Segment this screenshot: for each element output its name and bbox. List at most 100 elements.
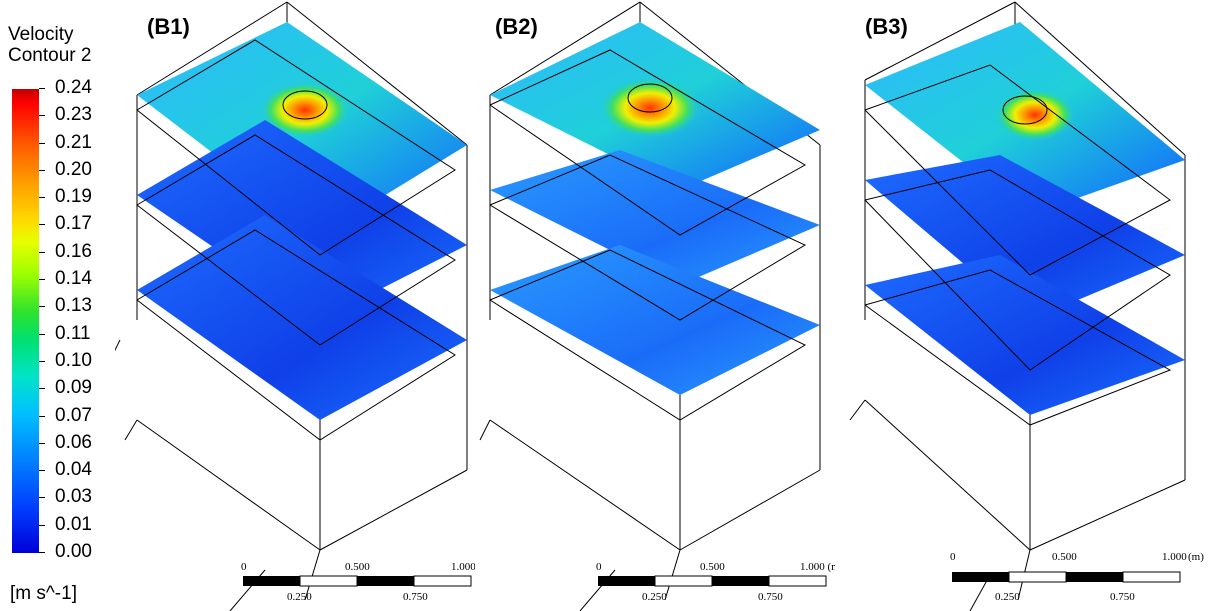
frame-edge	[304, 549, 321, 601]
panel-label-b2: (B2)	[495, 14, 538, 39]
frame-edge	[664, 549, 681, 601]
panel-b2-diagram: 0 0.500 1.000 (m 0.250 0.750	[479, 1, 835, 611]
scale-tick-500: 0.500	[700, 561, 725, 573]
outline-frame	[864, 269, 1172, 426]
legend-tick-label: 0.01	[55, 513, 92, 535]
legend-tick-label: 0.00	[55, 541, 92, 562]
frame-edge	[864, 1, 1016, 81]
legend-tick-mark	[39, 88, 45, 89]
scale-tick-0: 0	[950, 551, 956, 563]
frame-edge	[136, 1, 288, 96]
legend-tick-mark	[39, 224, 45, 226]
legend-tick-mark	[39, 251, 45, 253]
outline-frame	[864, 64, 1171, 276]
color-scale-bar	[12, 89, 39, 553]
outline-frame	[136, 229, 456, 441]
scale-tick-250: 0.250	[642, 591, 667, 603]
inlet-circle	[282, 90, 328, 120]
legend-tick-label: 0.07	[55, 404, 92, 426]
frame-edge	[849, 399, 866, 421]
legend-tick-mark	[39, 415, 45, 417]
slice-middle	[137, 120, 467, 320]
hotspot	[995, 89, 1075, 141]
scale-tick-250: 0.250	[995, 591, 1020, 603]
scale-tick-0: 0	[596, 561, 602, 573]
legend-tick-mark	[39, 388, 45, 390]
inlet-circle	[627, 83, 673, 113]
legend-tick-label: 0.17	[55, 213, 92, 235]
frame-edge	[319, 469, 468, 551]
scale-bar-b1: 0 0.500 1.000 0.250 0.750	[241, 561, 475, 603]
slice-middle	[865, 155, 1185, 320]
legend-tick-mark	[39, 306, 45, 308]
legend-tick-label: 0.23	[55, 104, 92, 126]
legend-title-line2: Contour 2	[8, 45, 92, 66]
panel-b1-diagram: 0 0.500 1.000 0.250 0.750	[115, 1, 475, 611]
panel-label-b3: (B3)	[865, 14, 908, 39]
outline-frame	[489, 249, 807, 421]
frame-edge	[1029, 479, 1186, 551]
legend-unit: [m s^-1]	[10, 583, 77, 604]
frame-edge	[136, 419, 321, 551]
legend-tick-label: 0.21	[55, 131, 92, 153]
scale-tick-1000: 1.000	[451, 561, 475, 573]
legend-tick-mark	[39, 115, 45, 117]
scale-tick-750: 0.750	[758, 591, 783, 603]
legend-tick-mark	[39, 279, 45, 281]
hotspot	[600, 78, 700, 138]
hotspot	[260, 82, 350, 138]
frame-edge	[124, 419, 138, 441]
panel-label-b1: (B1)	[147, 14, 190, 39]
frame-edge	[1014, 1, 1186, 156]
outline-frame	[864, 169, 1171, 371]
legend-tick-mark	[39, 197, 45, 199]
legend-tick-label: 0.16	[55, 240, 92, 262]
legend-tick-label: 0.19	[55, 186, 92, 208]
legend-tick-label: 0.10	[55, 349, 92, 371]
legend-tick-label: 0.06	[55, 431, 92, 453]
legend-title: Velocity Contour 2	[8, 24, 91, 66]
legend-tick-label: 0.14	[55, 268, 92, 290]
scale-tick-1000: 1.000	[1162, 551, 1187, 563]
legend-tick-label: 0.11	[55, 322, 91, 344]
frame-edge	[679, 469, 821, 551]
scale-tick-250: 0.250	[287, 591, 312, 603]
scale-bar-b3: 0 0.500 1.000 (m) 0.250 0.750	[950, 551, 1204, 603]
scale-bar-b2: 0 0.500 1.000 (m 0.250 0.750	[596, 561, 835, 603]
legend-tick-label: 0.13	[55, 295, 92, 317]
outline-frame	[489, 49, 807, 236]
legend-tick-mark	[39, 552, 45, 553]
frame-edge	[286, 1, 468, 146]
legend-tick-label: 0.20	[55, 158, 92, 180]
panel-b3-diagram: 0 0.500 1.000 (m) 0.250 0.750	[849, 1, 1204, 611]
legend-tick-mark	[39, 524, 45, 526]
scale-tick-750: 0.750	[403, 591, 428, 603]
slice-bottom	[490, 245, 820, 395]
legend-tick-label: 0.09	[55, 377, 92, 399]
legend-tick-label: 0.03	[55, 486, 92, 508]
frame-edge	[489, 419, 681, 551]
scale-tick-1000: 1.000 (m	[800, 561, 835, 573]
frame-edge	[115, 339, 121, 352]
slice-bottom	[865, 255, 1185, 415]
frame-edge	[864, 399, 1031, 551]
legend-tick-mark	[39, 360, 45, 362]
scale-tick-0: 0	[241, 561, 247, 573]
outline-frame	[136, 39, 456, 256]
outline-frame	[136, 134, 456, 346]
frame-edge	[489, 1, 641, 96]
legend-tick-label: 0.04	[55, 459, 92, 481]
scale-tick-500: 0.500	[1052, 551, 1077, 563]
legend-tick-mark	[39, 497, 45, 499]
inlet-circle	[1002, 95, 1048, 125]
legend-tick-label: 0.24	[55, 77, 92, 98]
legend-tick-mark	[39, 470, 45, 472]
slice-bottom	[137, 215, 467, 420]
legend-tick-mark	[39, 333, 45, 335]
legend-title-line1: Velocity	[8, 24, 74, 45]
scale-unit: (m)	[1188, 551, 1204, 563]
legend-tick-mark	[39, 442, 45, 444]
legend-tick-mark	[39, 169, 45, 171]
frame-edge	[479, 419, 491, 441]
outline-frame	[489, 154, 807, 321]
